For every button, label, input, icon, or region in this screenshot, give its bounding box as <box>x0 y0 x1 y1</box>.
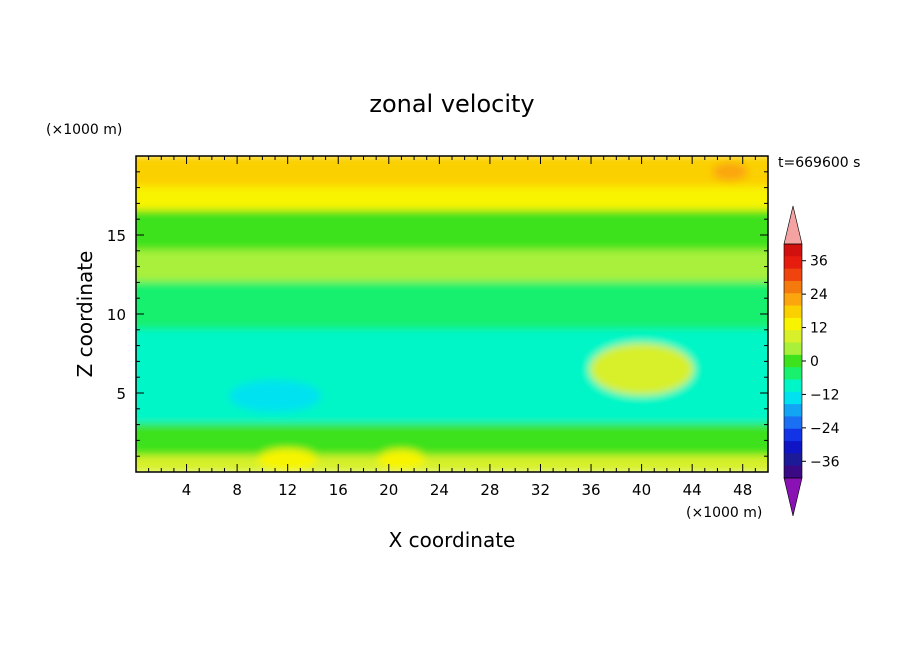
colorbar-under-triangle <box>783 477 803 517</box>
x-tick-label: 12 <box>278 481 297 499</box>
colorbar-segment <box>784 391 802 405</box>
field-band-6 <box>136 423 768 458</box>
colorbar-segment <box>784 330 802 343</box>
colorbar-segment <box>784 280 802 294</box>
x-tick-label: 24 <box>430 481 449 499</box>
velocity-field <box>136 156 768 472</box>
colorbar-segment <box>784 465 802 479</box>
colorbar-tick-label: −12 <box>810 387 840 403</box>
field-feature-5 <box>377 449 426 470</box>
x-tick-label: 28 <box>480 481 499 499</box>
x-tick-label: 40 <box>632 481 651 499</box>
colorbar-tick-label: −36 <box>810 454 840 470</box>
colorbar-segment <box>784 256 802 270</box>
colorbar-over-triangle <box>783 205 803 245</box>
field-feature-2 <box>589 343 694 396</box>
colorbar-segment <box>784 268 802 282</box>
field-feature-4 <box>257 448 318 471</box>
colorbar-tick-label: 36 <box>810 254 828 270</box>
colorbar-segment <box>784 404 802 417</box>
colorbar-tick-label: 24 <box>810 287 828 303</box>
y-tick-label: 15 <box>107 227 126 245</box>
chart-title: zonal velocity <box>369 90 534 118</box>
x-tick-label: 48 <box>733 481 752 499</box>
x-tick-label: 8 <box>232 481 242 499</box>
colorbar-segment <box>784 342 802 356</box>
x-tick-label: 4 <box>182 481 192 499</box>
colorbar-segment <box>784 379 802 393</box>
field-band-3 <box>136 249 768 284</box>
y-unit-label: (×1000 m) <box>46 122 122 138</box>
field-feature-3 <box>712 162 749 181</box>
y-axis-label: Z coordinate <box>73 251 97 378</box>
colorbar-segment <box>784 428 802 442</box>
colorbar-segment <box>784 367 802 380</box>
x-tick-label: 44 <box>683 481 702 499</box>
field-band-4 <box>136 281 768 331</box>
colorbar-segment <box>784 305 802 319</box>
field-band-1 <box>136 186 768 213</box>
time-label: t=669600 s <box>778 155 860 171</box>
x-tick-label: 32 <box>531 481 550 499</box>
colorbar-segment <box>784 317 802 331</box>
colorbar-segment <box>784 453 802 467</box>
colorbar-segment <box>784 354 802 368</box>
colorbar-tick-label: 12 <box>810 321 828 337</box>
x-axis-label: X coordinate <box>389 528 516 552</box>
colorbar-segment <box>784 293 802 306</box>
field-feature-0 <box>229 380 322 413</box>
field-band-0 <box>136 156 768 189</box>
x-tick-label: 36 <box>581 481 600 499</box>
y-tick-label: 10 <box>107 306 126 324</box>
colorbar-tick-label: 0 <box>810 354 819 370</box>
colorbar-segment <box>784 416 802 430</box>
colorbar-segment <box>784 244 802 257</box>
colorbar-tick-label: −24 <box>810 421 840 437</box>
colorbar-segment <box>784 441 802 454</box>
field-feature-1 <box>378 361 451 410</box>
field-band-2 <box>136 210 768 252</box>
x-unit-label: (×1000 m) <box>686 505 762 521</box>
x-tick-label: 20 <box>379 481 398 499</box>
x-tick-label: 16 <box>329 481 348 499</box>
colorbar: 36 24 12 0 −12 −24 −36 <box>783 205 840 517</box>
y-tick-label: 5 <box>116 385 126 403</box>
